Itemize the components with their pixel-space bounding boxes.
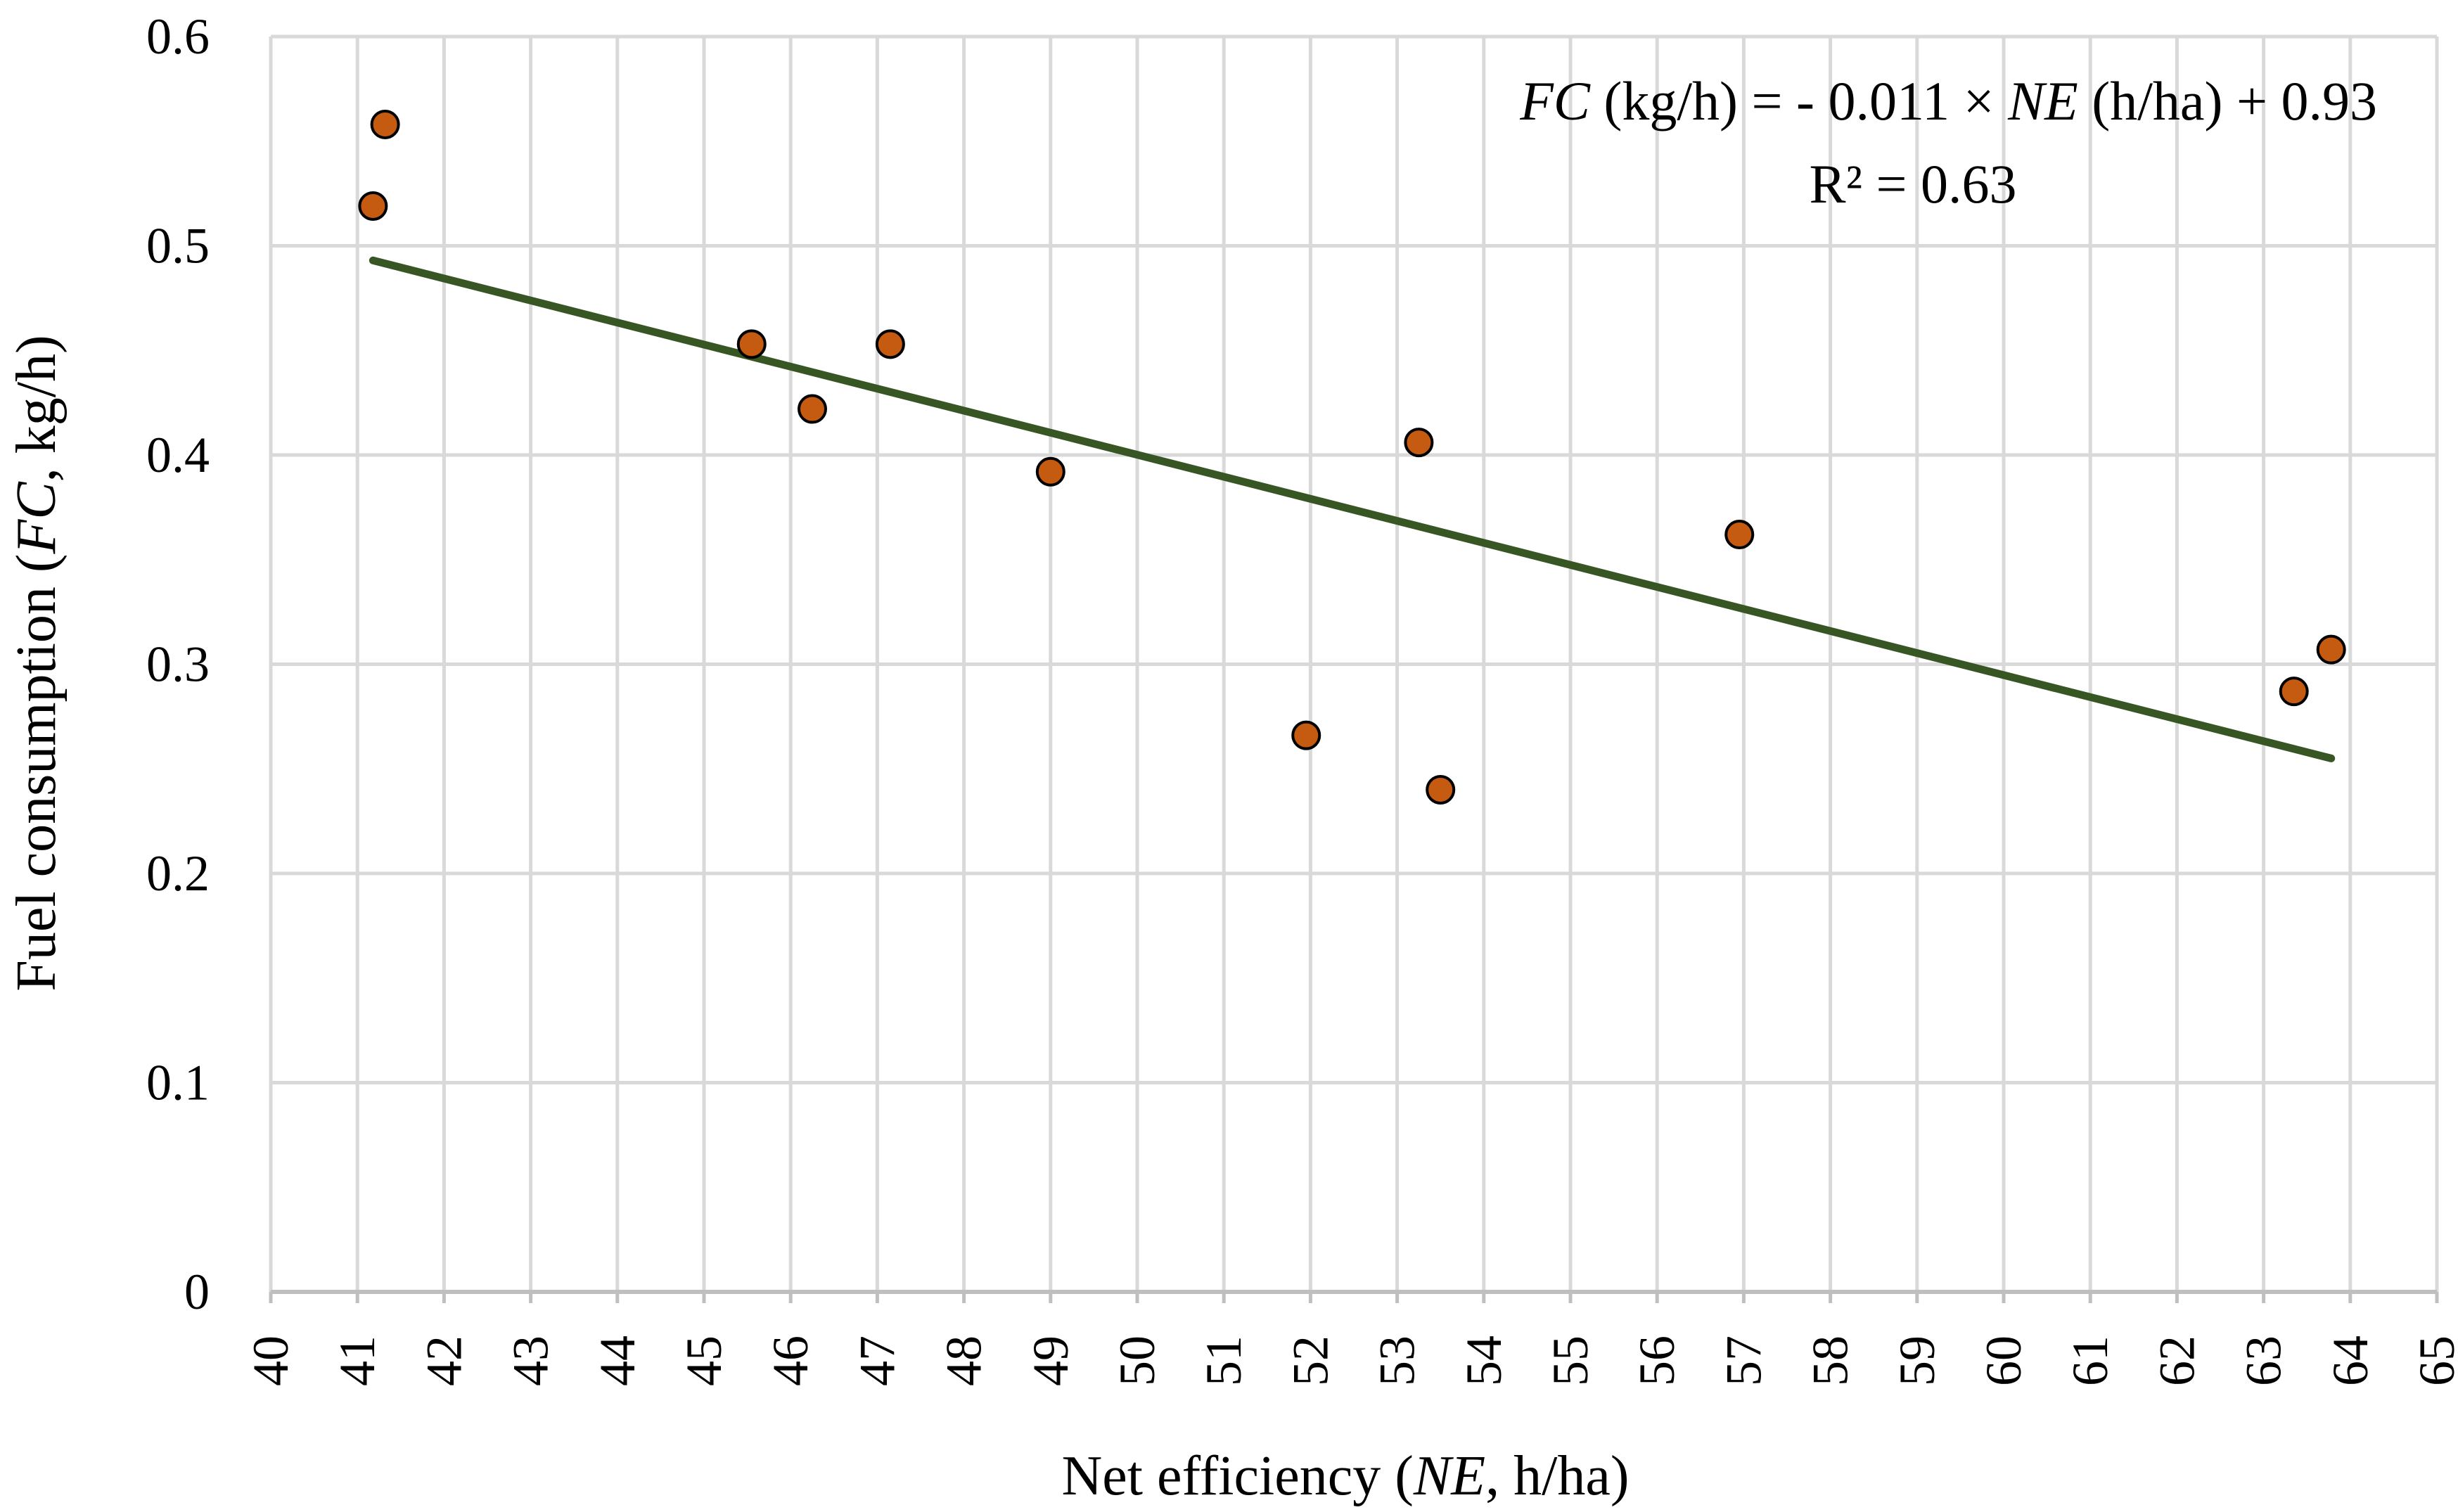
x-tick-label: 58 <box>1803 1335 1859 1386</box>
data-point <box>798 394 827 424</box>
axes <box>269 1290 2439 1303</box>
x-tick-label: 60 <box>1976 1335 2032 1386</box>
data-point <box>1724 520 1755 550</box>
data-point <box>1291 720 1321 750</box>
x-tick-label: 46 <box>762 1335 819 1386</box>
x-tick-label: 41 <box>329 1335 385 1386</box>
x-tick-label: 53 <box>1369 1335 1426 1386</box>
data-point <box>736 329 767 359</box>
data-points <box>358 109 2346 805</box>
y-tick-label: 0.1 <box>146 1055 210 1111</box>
x-tick-label: 43 <box>503 1335 559 1386</box>
equation-ne-unit: (h/ha) + 0.93 <box>2078 70 2377 132</box>
y-axis-title-suffix: , kg/h) <box>6 335 68 482</box>
x-axis-title-prefix: Net efficiency ( <box>1061 1445 1413 1507</box>
data-point <box>2279 677 2309 707</box>
equation-annotation: FC (kg/h) = - 0.011 × NE (h/ha) + 0.93 <box>1519 70 2377 132</box>
x-tick-label: 40 <box>243 1335 299 1386</box>
x-tick-label: 42 <box>416 1335 472 1386</box>
y-tick-label: 0.3 <box>146 636 210 693</box>
x-tick-label: 52 <box>1282 1335 1338 1386</box>
r-squared-annotation: R² = 0.63 <box>1810 153 2017 214</box>
data-point <box>1426 775 1456 805</box>
y-tick-labels: 0 0.1 0.2 0.3 0.4 0.5 0.6 <box>146 8 210 1320</box>
x-tick-label: 55 <box>1542 1335 1599 1386</box>
x-tick-label: 51 <box>1196 1335 1252 1386</box>
x-tick-label: 48 <box>936 1335 992 1386</box>
data-point <box>1035 456 1065 487</box>
x-axis-title-suffix: , h/ha) <box>1485 1445 1629 1507</box>
x-tick-label: 49 <box>1023 1335 1079 1386</box>
trendline <box>369 256 2336 762</box>
x-tick-label: 57 <box>1715 1335 1772 1386</box>
x-tick-label: 59 <box>1889 1335 1945 1386</box>
y-tick-label: 0.2 <box>146 845 210 902</box>
x-tick-label: 61 <box>2062 1335 2118 1386</box>
data-point <box>1404 428 1434 458</box>
y-tick-label: 0 <box>184 1264 210 1320</box>
x-tick-label: 56 <box>1629 1335 1685 1386</box>
y-axis-title: Fuel consumption (FC, kg/h) <box>6 335 68 991</box>
x-tick-label: 47 <box>849 1335 905 1386</box>
y-tick-label: 0.5 <box>146 218 210 274</box>
y-tick-label: 0.6 <box>146 8 210 65</box>
data-point <box>370 109 400 139</box>
equation-ne: NE <box>2007 70 2078 132</box>
x-tick-label: 44 <box>589 1335 646 1386</box>
grid <box>269 34 2439 1294</box>
x-axis-title-italic: NE <box>1413 1445 1485 1507</box>
equation-fc: FC <box>1519 70 1591 132</box>
x-tick-label: 54 <box>1456 1335 1512 1386</box>
x-tick-label: 64 <box>2322 1335 2379 1386</box>
data-point <box>358 191 388 221</box>
equation-fc-unit: (kg/h) = - 0.011 × <box>1590 70 2008 132</box>
x-tick-label: 65 <box>2409 1335 2458 1386</box>
y-axis-title-prefix: Fuel consumption ( <box>6 553 68 991</box>
x-tick-label: 62 <box>2149 1335 2205 1386</box>
x-tick-label: 63 <box>2236 1335 2292 1386</box>
y-axis-title-italic: FC <box>6 481 68 555</box>
x-tick-labels: 40 41 42 43 44 45 46 47 48 49 50 51 52 53 54 55 56 57 58 59… <box>243 1335 2458 1386</box>
y-tick-label: 0.4 <box>146 427 210 483</box>
data-point <box>2316 634 2346 665</box>
x-tick-label: 45 <box>676 1335 732 1386</box>
data-point <box>875 329 905 359</box>
x-axis-title: Net efficiency (NE, h/ha) <box>1061 1445 1629 1507</box>
trendline-group <box>369 256 2336 762</box>
x-tick-label: 50 <box>1109 1335 1165 1386</box>
